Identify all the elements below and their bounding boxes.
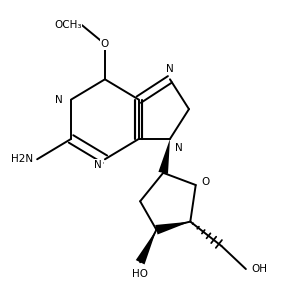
Text: O: O <box>202 177 210 187</box>
Text: OCH₃: OCH₃ <box>54 20 82 30</box>
Text: HO: HO <box>132 269 148 279</box>
Text: OH: OH <box>252 264 268 274</box>
Polygon shape <box>155 222 190 235</box>
Text: N: N <box>55 95 63 105</box>
Text: N: N <box>175 143 183 153</box>
Text: O: O <box>101 39 109 49</box>
Text: O: O <box>101 39 109 49</box>
Text: N: N <box>95 160 102 170</box>
Polygon shape <box>159 139 170 174</box>
Text: N: N <box>166 64 174 74</box>
Polygon shape <box>136 230 156 265</box>
Text: H2N: H2N <box>11 154 33 164</box>
